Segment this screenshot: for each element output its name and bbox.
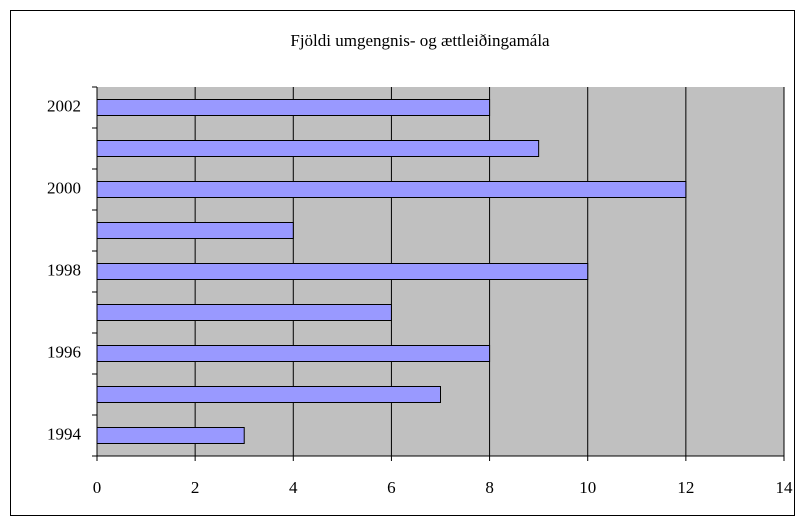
y-tick-label: 1996 — [47, 342, 81, 361]
chart-title: Fjöldi umgengnis- og ættleiðingamála — [290, 31, 550, 50]
x-tick-label: 12 — [677, 478, 694, 497]
bar — [96, 140, 540, 157]
bar — [96, 345, 491, 362]
y-tick-label: 2000 — [47, 178, 81, 197]
x-tick-label: 14 — [776, 478, 794, 497]
y-tick-label: 1994 — [47, 424, 82, 443]
x-tick-label: 4 — [289, 478, 298, 497]
bar — [96, 427, 245, 444]
bar — [96, 386, 441, 403]
y-tick-label: 2002 — [47, 96, 81, 115]
bar — [96, 222, 294, 239]
x-tick-label: 6 — [387, 478, 396, 497]
x-tick-label: 10 — [579, 478, 596, 497]
bar — [96, 181, 687, 198]
bar — [96, 99, 491, 116]
bar — [96, 263, 589, 280]
y-tick-label: 1998 — [47, 260, 81, 279]
x-tick-label: 8 — [485, 478, 494, 497]
x-tick-label: 2 — [191, 478, 200, 497]
bar — [96, 304, 392, 321]
x-tick-label: 0 — [93, 478, 102, 497]
